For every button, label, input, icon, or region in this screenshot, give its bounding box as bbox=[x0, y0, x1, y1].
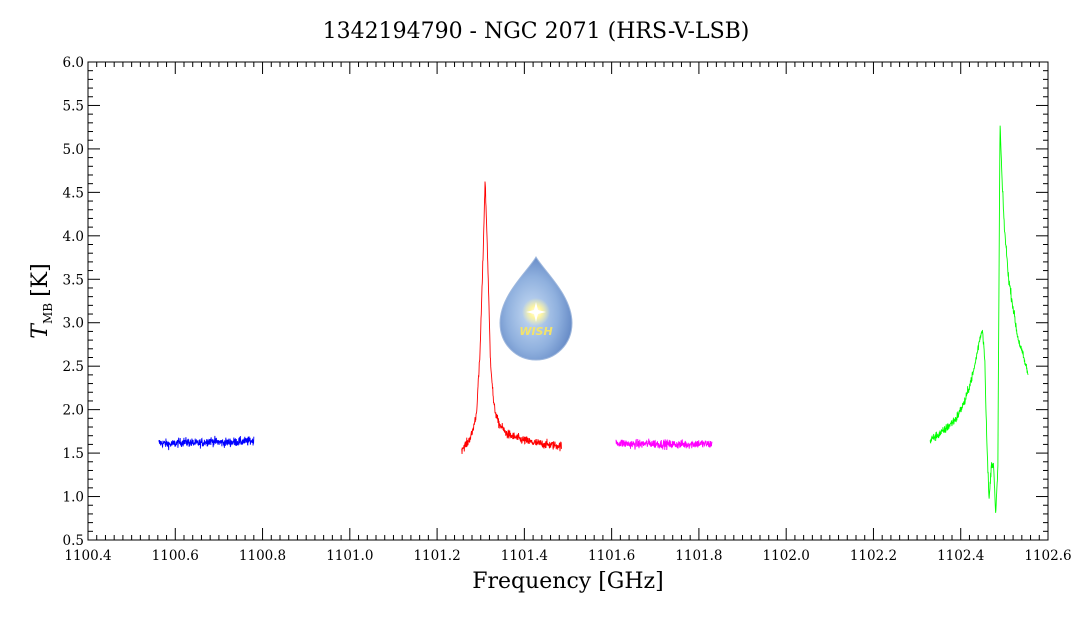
star-icon bbox=[526, 302, 546, 322]
y-tick-label: 5.5 bbox=[63, 98, 84, 114]
y-axis-label-sub: MB bbox=[41, 303, 55, 324]
x-tick-label: 1100.6 bbox=[152, 548, 199, 564]
x-tick-label: 1102.2 bbox=[850, 548, 897, 564]
y-tick-label: 5.0 bbox=[63, 142, 84, 158]
y-tick-label: 2.5 bbox=[63, 359, 84, 375]
y-axis-label-unit: [K] bbox=[28, 263, 53, 297]
y-axis-label: TMB [K] bbox=[28, 263, 55, 338]
y-tick-labels: 0.5 1.0 1.5 2.0 2.5 3.0 3.5 4.0 4.5 5.0 5.5 6.0 bbox=[63, 55, 84, 549]
y-tick-label: 4.0 bbox=[63, 229, 84, 245]
x-tick-label: 1100.8 bbox=[239, 548, 286, 564]
spectrum-series-4 bbox=[929, 125, 1029, 513]
y-tick-label: 0.5 bbox=[63, 533, 84, 549]
x-tick-label: 1101.4 bbox=[501, 548, 548, 564]
y-tick-label: 3.0 bbox=[63, 316, 84, 332]
x-tick-label: 1101.6 bbox=[588, 548, 635, 564]
x-tick-label: 1102.4 bbox=[937, 548, 984, 564]
tick-marks bbox=[87, 61, 1049, 541]
x-axis-label: Frequency [GHz] bbox=[472, 569, 664, 594]
wish-logo: WISH bbox=[499, 255, 573, 361]
y-tick-label: 1.5 bbox=[63, 446, 84, 462]
plot-frame bbox=[87, 61, 1049, 541]
x-tick-labels: 1100.4 1100.6 1100.8 1101.0 1101.2 1101.4 1101… bbox=[64, 548, 1071, 564]
y-tick-label: 3.5 bbox=[63, 272, 84, 288]
x-tick-label: 1102.0 bbox=[763, 548, 810, 564]
y-tick-label: 1.0 bbox=[63, 490, 84, 506]
x-tick-label: 1101.0 bbox=[326, 548, 373, 564]
spectrum-series-2 bbox=[461, 181, 562, 454]
x-tick-label: 1101.8 bbox=[675, 548, 722, 564]
svg-text:TMB[K]: TMB [K] bbox=[28, 263, 55, 338]
logo-text: WISH bbox=[519, 325, 552, 338]
x-tick-label: 1100.4 bbox=[64, 548, 111, 564]
x-tick-label: 1101.2 bbox=[413, 548, 460, 564]
chart-title: 1342194790 - NGC 2071 (HRS-V-LSB) bbox=[323, 19, 750, 44]
spectrum-series-1 bbox=[158, 435, 255, 451]
spectrum-series-3 bbox=[615, 438, 713, 451]
y-axis-label-main: T bbox=[28, 322, 53, 339]
y-tick-label: 6.0 bbox=[63, 55, 84, 71]
series-layer bbox=[158, 125, 1029, 513]
y-tick-label: 2.0 bbox=[63, 403, 84, 419]
y-tick-label: 4.5 bbox=[63, 185, 84, 201]
x-tick-label: 1102.6 bbox=[1024, 548, 1071, 564]
